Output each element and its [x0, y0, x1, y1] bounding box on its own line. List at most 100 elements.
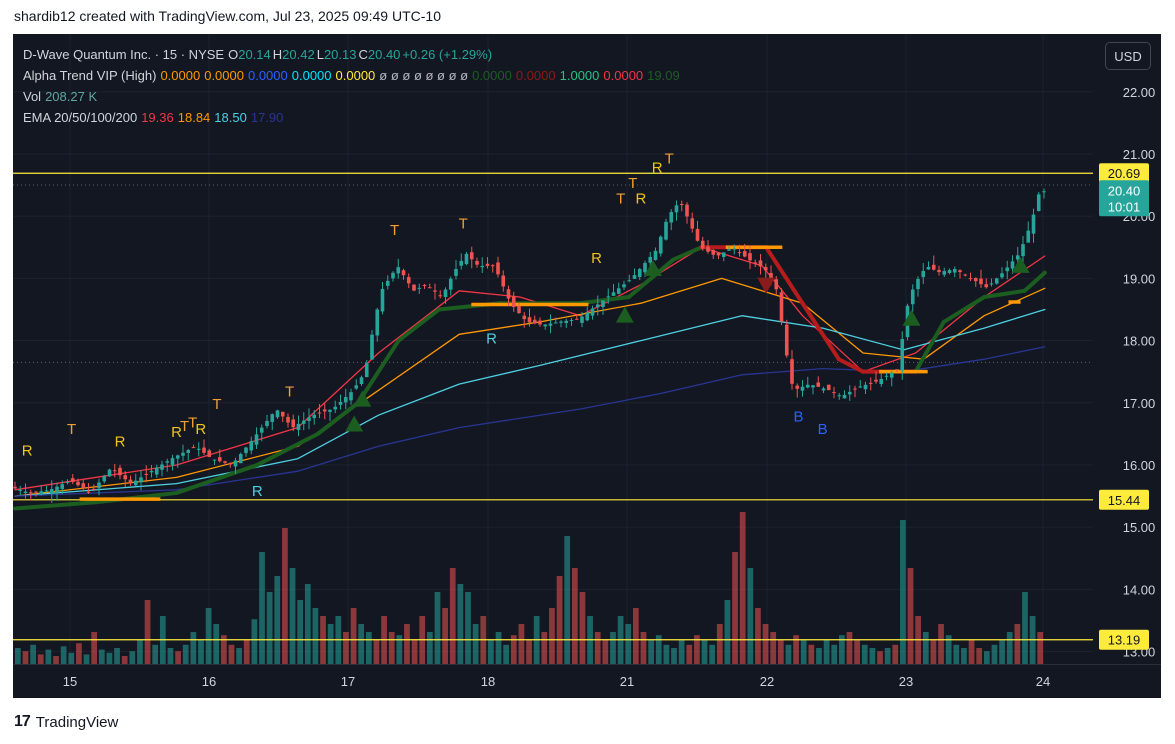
volume-bar [91, 632, 98, 664]
candle-body [391, 272, 395, 279]
candle-body [97, 482, 101, 489]
volume-bar [785, 644, 792, 664]
volume-bar [411, 640, 418, 664]
signal-label: T [212, 396, 221, 413]
candle-body [942, 271, 947, 275]
tradingview-logo-icon: 17 [14, 713, 31, 730]
volume-bar [137, 640, 143, 664]
volume-bar [709, 644, 716, 664]
legend-volume-label: Vol [23, 89, 42, 104]
candle-body [212, 459, 217, 461]
candle-body [223, 461, 227, 463]
candle-body [91, 488, 96, 490]
candle-body [317, 412, 322, 414]
candle-body [685, 204, 689, 217]
candle-body [522, 315, 527, 320]
candle-body [396, 267, 401, 274]
volume-bar [76, 643, 82, 664]
volume-bar [594, 632, 601, 664]
alpha-trend-line [764, 245, 805, 306]
candle-body [958, 270, 962, 273]
candle-body [102, 476, 107, 482]
alpha-trend-line [626, 257, 676, 300]
candle-body [65, 481, 70, 483]
candle-body [601, 300, 605, 307]
volume-bar [1037, 632, 1044, 664]
volume-bar [510, 635, 517, 664]
candle-body [916, 278, 920, 290]
candle-body [711, 249, 716, 255]
volume-bar [190, 632, 197, 664]
tradingview-logo[interactable]: 17 TradingView [14, 713, 118, 731]
candle-body [1005, 267, 1010, 272]
candle-body [34, 491, 38, 493]
candle-body [595, 304, 600, 308]
ema-line [14, 246, 1046, 491]
x-axis-tick-label: 22 [760, 674, 774, 689]
candle-body [774, 279, 779, 290]
signal-label: B [793, 408, 803, 425]
candle-body [590, 308, 595, 316]
volume-bar [953, 644, 960, 664]
volume-bar [556, 576, 563, 664]
volume-bar [259, 552, 265, 664]
candle-body [291, 419, 296, 428]
legend-alpha-trend-value: 0.0000 [291, 68, 332, 83]
candle-body [700, 240, 705, 249]
volume-bar [663, 644, 670, 664]
alpha-trend-line [578, 295, 631, 306]
currency-button[interactable]: USD [1105, 42, 1151, 70]
candle-body [196, 448, 201, 450]
volume-bar [701, 640, 708, 664]
candle-body [1000, 273, 1004, 278]
signal-label: T [180, 418, 189, 435]
candle-body [632, 275, 637, 279]
candle-body [265, 420, 269, 427]
volume-bar [45, 649, 52, 664]
candle-body [359, 377, 364, 385]
candle-body [706, 246, 710, 252]
candle-body [322, 409, 327, 412]
level-price-badge [1099, 629, 1149, 650]
candle-body [412, 284, 416, 291]
volume-bar [434, 592, 441, 664]
candle-body [165, 461, 170, 463]
candle-body [895, 369, 899, 371]
candle-body [611, 292, 616, 296]
legend-low: L20.13 [316, 47, 357, 62]
volume-bar [404, 624, 410, 664]
trend-up-marker [615, 306, 634, 323]
x-axis-tick-label: 21 [620, 674, 634, 689]
volume-bar [732, 552, 738, 664]
candle-body [238, 454, 243, 464]
candle-body [994, 278, 999, 284]
y-axis-tick-label: 16.00 [1123, 458, 1156, 473]
legend-volume-row: Vol 208.27 K [23, 86, 688, 107]
legend-open: O20.14 [228, 47, 271, 62]
alpha-trend-line [836, 357, 866, 374]
candle-body [690, 218, 695, 229]
volume-bar [823, 640, 830, 664]
candle-body [821, 388, 826, 391]
candle-body [910, 289, 915, 305]
signal-label: R [252, 483, 263, 500]
alpha-trend-line [941, 295, 987, 324]
candle-body [118, 467, 122, 476]
candle-body [674, 205, 679, 213]
volume-bar [343, 632, 349, 664]
volume-bar [327, 624, 334, 664]
candle-body [328, 409, 332, 412]
candle-body [312, 414, 317, 419]
trend-up-marker [902, 309, 921, 326]
volume-bar [243, 640, 250, 664]
candle-body [931, 264, 936, 270]
legend-alpha-trend-value: 1.0000 [559, 68, 600, 83]
volume-bar [68, 652, 75, 664]
candle-body [60, 484, 65, 489]
signal-label: T [665, 150, 674, 167]
volume-bar [60, 646, 67, 664]
volume-bar [251, 619, 258, 664]
legend-high: H20.42 [272, 47, 315, 62]
